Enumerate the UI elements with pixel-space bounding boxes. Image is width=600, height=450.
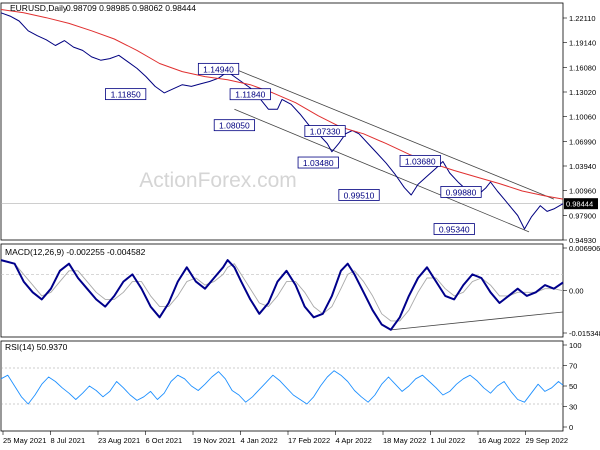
annotation-box xyxy=(105,88,147,101)
annotation-label: 1.08050 xyxy=(219,121,250,131)
annotation-label: 1.11840 xyxy=(235,90,265,100)
x-tick-label: 8 Jul 2021 xyxy=(51,436,86,445)
macd-label: MACD(12,26,9) -0.002255 -0.004582 xyxy=(5,247,146,257)
price-y-tick-label: 0.97900 xyxy=(569,211,596,220)
price-y-tick-label: 1.19140 xyxy=(569,39,596,48)
moving-average-line xyxy=(0,9,564,200)
annotation-box xyxy=(197,62,240,75)
price-panel-frame xyxy=(0,2,564,241)
price-annotation: 1.14940 xyxy=(197,62,240,75)
channel-line-2 xyxy=(234,108,530,233)
annotation-box xyxy=(297,156,339,169)
price-annotation: 0.95340 xyxy=(433,223,475,235)
price-annotation: 1.11850 xyxy=(105,88,147,101)
price-annotation: 1.11840 xyxy=(229,88,271,101)
annotation-label: 1.07330 xyxy=(310,127,341,137)
annotation-label: 1.14940 xyxy=(203,64,234,74)
rsi-y-tick-label: 50 xyxy=(569,382,577,391)
ohlc-readout: 0.98709 0.98985 0.98062 0.98444 xyxy=(66,3,196,13)
price-y-tick-label: 1.03940 xyxy=(569,162,596,171)
price-y-tick-label: 1.22110 xyxy=(569,14,596,23)
price-y-tick-label: 1.00960 xyxy=(569,187,596,196)
price-annotation: 1.07330 xyxy=(304,125,346,137)
price-line xyxy=(0,12,564,230)
price-y-tick-label: 1.16080 xyxy=(569,63,596,72)
x-tick-label: 6 Oct 2021 xyxy=(146,436,183,445)
macd-signal-line xyxy=(0,259,564,322)
macd-y-tick-label: -0.015348 xyxy=(569,329,600,338)
price-y-tick-label: 1.13020 xyxy=(569,88,596,97)
price-y-tick-label: 1.06990 xyxy=(569,137,596,146)
annotation-label: 1.03680 xyxy=(405,156,436,166)
rsi-label: RSI(14) 50.9370 xyxy=(5,342,68,352)
annotation-box xyxy=(213,119,256,132)
price-annotation: 1.03680 xyxy=(399,154,441,167)
price-annotation: 0.99510 xyxy=(338,189,380,201)
annotation-label: 0.99510 xyxy=(344,190,375,200)
annotation-box xyxy=(433,223,475,235)
rsi-y-tick-label: 30 xyxy=(569,403,577,412)
annotation-box xyxy=(229,88,271,101)
last-price-label: 0.98444 xyxy=(566,200,593,209)
x-tick-label: 18 May 2022 xyxy=(383,436,426,445)
annotation-label: 0.95340 xyxy=(439,225,470,235)
price-annotation: 1.03480 xyxy=(297,156,339,169)
macd-y-tick-label: 0.006906 xyxy=(569,244,600,253)
x-tick-label: 25 May 2021 xyxy=(3,436,46,445)
annotation-box xyxy=(338,189,380,201)
macd-line xyxy=(0,259,564,331)
annotation-label: 1.11850 xyxy=(111,90,141,100)
annotation-box xyxy=(399,154,441,167)
rsi-y-tick-label: 0 xyxy=(569,423,573,432)
x-tick-label: 19 Nov 2021 xyxy=(193,436,236,445)
channel-line-1 xyxy=(234,68,555,200)
price-annotation: 1.08050 xyxy=(213,119,256,132)
annotation-box xyxy=(440,186,482,198)
instrument-label: EURUSD,Daily xyxy=(10,3,68,13)
x-tick-label: 1 Jul 2022 xyxy=(431,436,466,445)
x-tick-label: 16 Aug 2022 xyxy=(478,436,520,445)
macd-y-tick-label: 0.00 xyxy=(569,287,584,296)
price-y-tick-label: 0.94930 xyxy=(569,236,596,245)
macd-trendline xyxy=(390,311,564,331)
annotation-box xyxy=(304,125,346,137)
x-tick-label: 23 Aug 2021 xyxy=(98,436,140,445)
last-price-marker xyxy=(564,198,598,210)
macd-panel-frame xyxy=(0,243,564,338)
x-tick-label: 29 Sep 2022 xyxy=(526,436,569,445)
annotation-label: 0.99880 xyxy=(446,187,477,197)
rsi-y-tick-label: 70 xyxy=(569,362,577,371)
annotation-label: 1.03480 xyxy=(303,158,334,168)
watermark: ActionForex.com xyxy=(139,169,297,192)
rsi-y-tick-label: 100 xyxy=(569,341,582,350)
x-tick-label: 4 Apr 2022 xyxy=(336,436,372,445)
x-tick-label: 17 Feb 2022 xyxy=(288,436,330,445)
price-annotation: 0.99880 xyxy=(440,186,482,198)
price-y-tick-label: 1.10060 xyxy=(569,113,596,122)
x-tick-label: 4 Jan 2022 xyxy=(241,436,278,445)
rsi-panel-frame xyxy=(0,340,564,432)
rsi-line xyxy=(0,370,564,405)
